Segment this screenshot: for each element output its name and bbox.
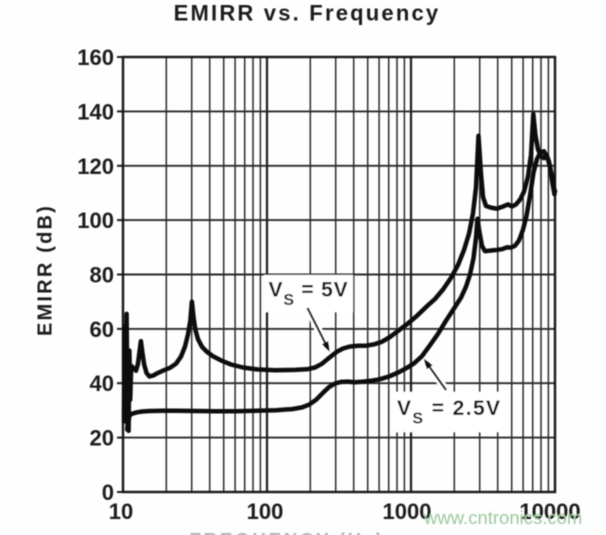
svg-text:80: 80 — [90, 263, 114, 288]
svg-text:10000: 10000 — [519, 499, 580, 524]
svg-text:EMIRR (dB): EMIRR (dB) — [35, 204, 57, 336]
svg-text:40: 40 — [90, 371, 114, 396]
svg-text:140: 140 — [77, 99, 114, 124]
svg-text:160: 160 — [77, 45, 114, 70]
svg-text:120: 120 — [77, 154, 114, 179]
svg-text:20: 20 — [90, 426, 114, 451]
svg-text:1000: 1000 — [383, 499, 432, 524]
svg-text:10: 10 — [109, 499, 133, 524]
svg-text:EMIRR vs. Frequency: EMIRR vs. Frequency — [174, 1, 441, 26]
svg-text:0: 0 — [102, 480, 114, 505]
svg-text:FREQUENCY (Hz): FREQUENCY (Hz) — [189, 531, 384, 535]
svg-text:100: 100 — [247, 499, 284, 524]
svg-text:100: 100 — [77, 208, 114, 233]
svg-text:www.cntronics.com: www.cntronics.com — [423, 507, 582, 528]
svg-text:60: 60 — [90, 317, 114, 342]
